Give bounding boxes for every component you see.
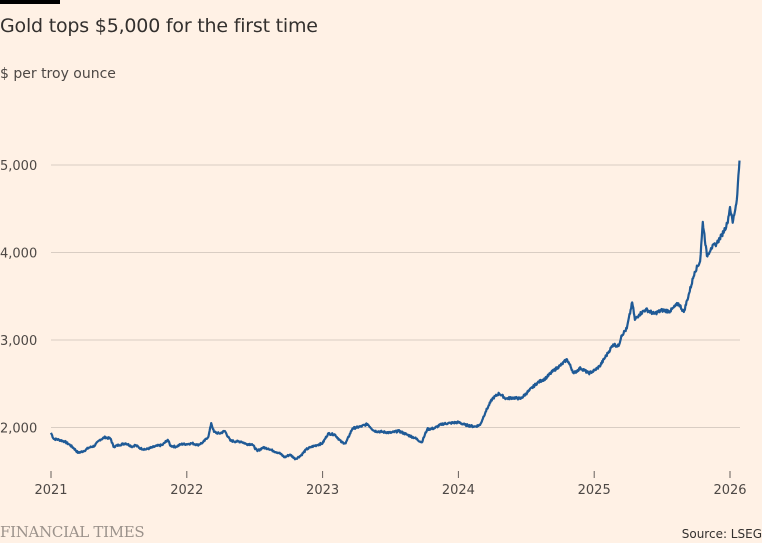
x-axis: 2021 2022 2023 2024 2025 2026 <box>34 471 747 498</box>
series-line-gold-price <box>49 160 741 461</box>
y-axis-labels: 2,000 3,000 4,000 5,000 <box>0 159 37 437</box>
y-tick-label: 4,000 <box>0 247 37 262</box>
x-tick-label: 2022 <box>170 483 203 498</box>
y-tick-label: 3,000 <box>0 334 37 349</box>
x-tick-label: 2025 <box>578 483 611 498</box>
chart-subtitle: $ per troy ounce <box>0 66 116 82</box>
x-tick-label: 2023 <box>306 483 339 498</box>
gridlines <box>51 164 740 428</box>
chart-title: Gold tops $5,000 for the first time <box>0 15 318 37</box>
x-tick-label: 2021 <box>34 483 67 498</box>
y-tick-label: 2,000 <box>0 422 37 437</box>
series-lines <box>49 160 741 461</box>
y-tick-label: 5,000 <box>0 159 37 174</box>
ft-top-bar <box>0 0 60 4</box>
x-tick-label: 2024 <box>442 483 475 498</box>
ft-brand-logo: FINANCIAL TIMES <box>0 523 145 541</box>
x-tick-label: 2026 <box>713 483 746 498</box>
source-note: Source: LSEG <box>681 527 762 541</box>
